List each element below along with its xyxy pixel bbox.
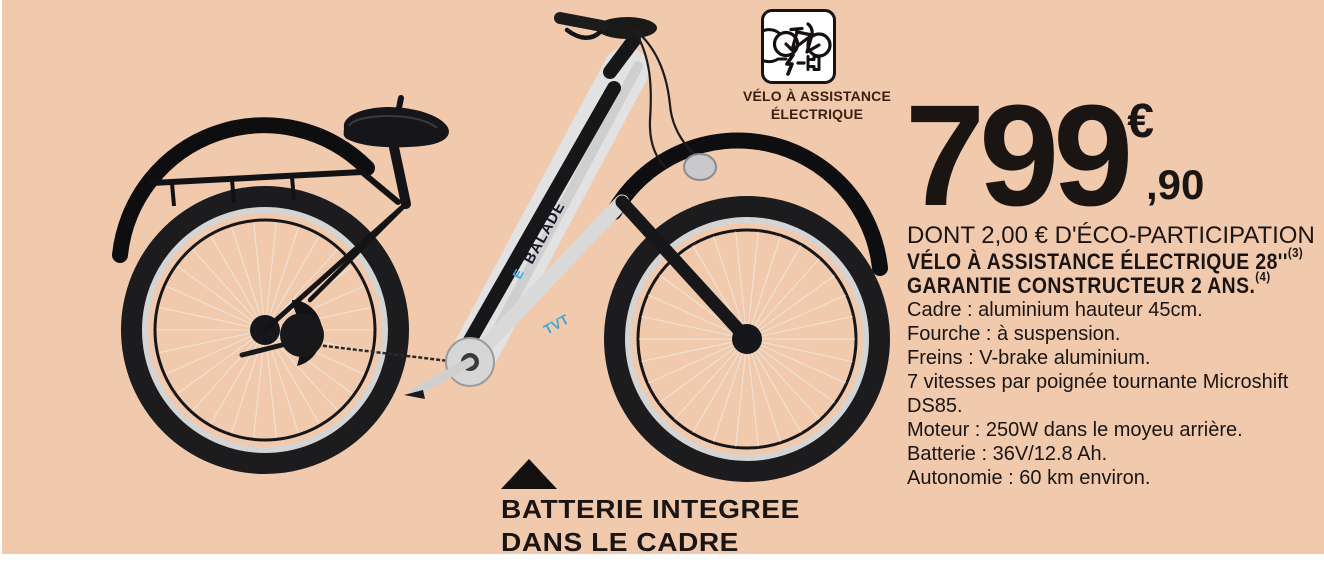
svg-text:TVT: TVT (541, 311, 572, 338)
